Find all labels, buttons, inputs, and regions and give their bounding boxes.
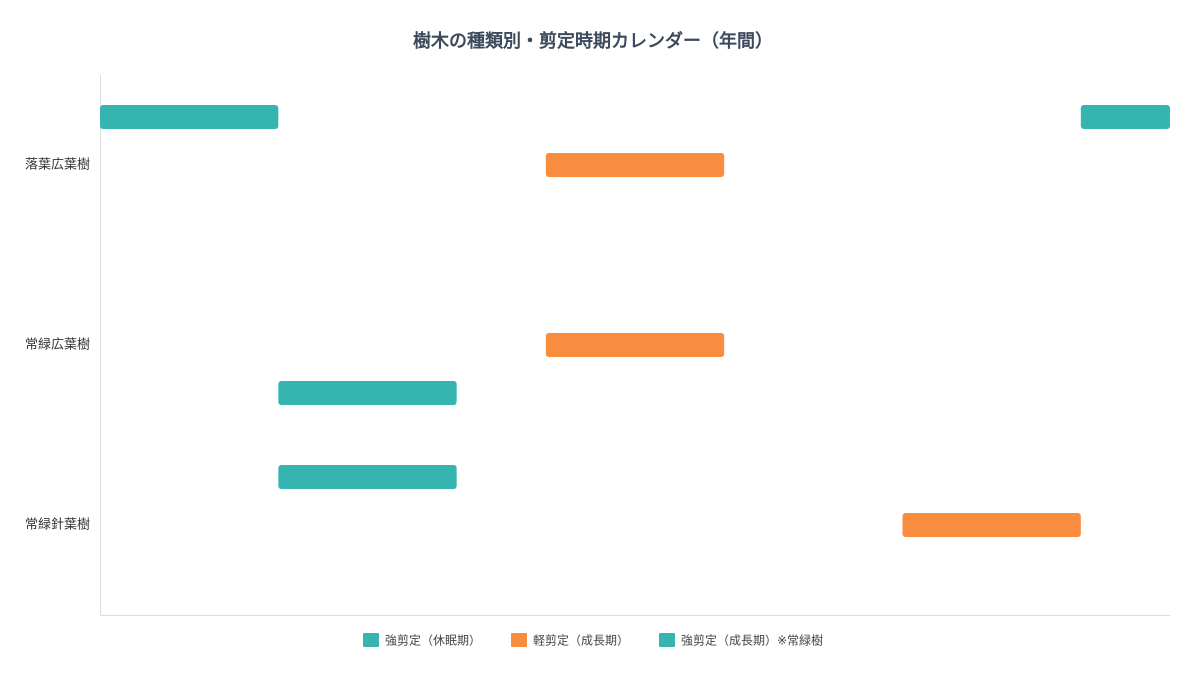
legend-label: 軽剪定（成長期）	[533, 633, 629, 648]
bar	[100, 105, 279, 129]
bar	[902, 513, 1081, 537]
legend-label: 強剪定（休眠期）	[385, 633, 481, 648]
y-tick-label: 落葉広葉樹	[25, 158, 90, 173]
legend-swatch	[363, 633, 379, 647]
chart-title: 樹木の種類別・剪定時期カレンダー（年間）	[413, 30, 773, 52]
legend-swatch	[511, 633, 527, 647]
bar	[1080, 105, 1170, 129]
y-tick-label: 常緑広葉樹	[25, 338, 90, 353]
bar	[278, 465, 457, 489]
legend-swatch	[659, 633, 675, 647]
bar	[545, 333, 725, 357]
legend-label: 強剪定（成長期）※常緑樹	[681, 633, 823, 648]
bar	[545, 153, 725, 177]
bar	[278, 381, 457, 405]
y-tick-label: 常緑針葉樹	[25, 518, 90, 533]
